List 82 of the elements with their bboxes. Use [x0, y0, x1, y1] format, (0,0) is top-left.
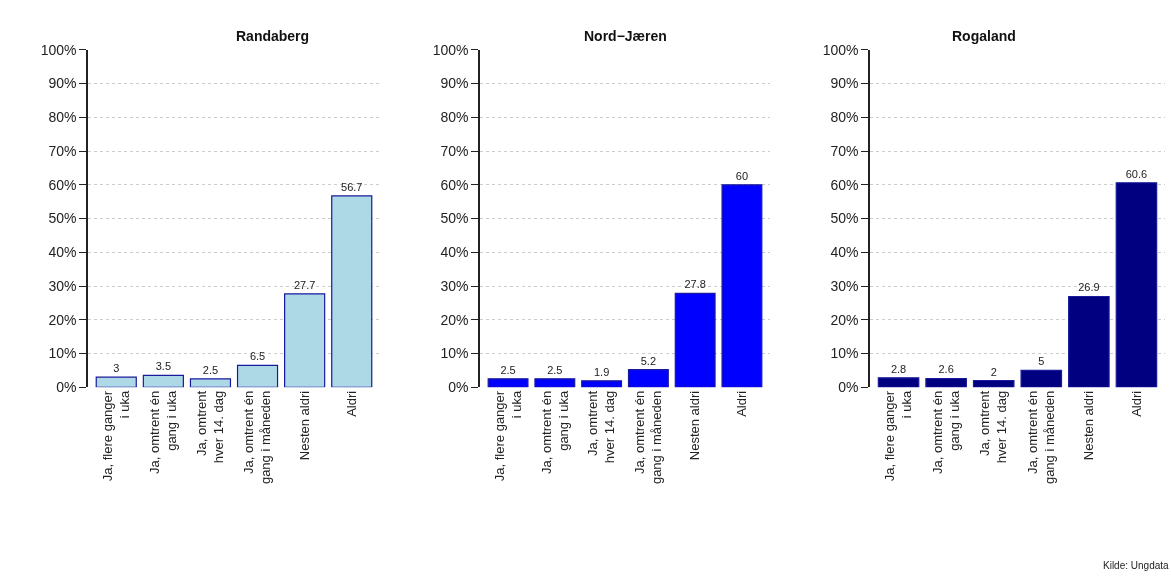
x-tick-label: Aldri	[734, 390, 750, 417]
y-tick-label: 10%	[48, 345, 77, 362]
bar	[721, 184, 763, 388]
y-tick-label: 100%	[822, 41, 859, 58]
bar	[1020, 369, 1063, 388]
y-tick-label: 0%	[56, 379, 77, 396]
data-label: 2.5	[500, 363, 516, 376]
y-tick-label: 10%	[440, 345, 469, 362]
x-tick-label: Aldri	[343, 390, 359, 417]
chart-title: Nord−Jæren	[584, 28, 667, 44]
y-tick-label: 20%	[440, 311, 469, 328]
y-tick-label: 60%	[48, 176, 77, 193]
y-tick-label: 60%	[440, 176, 469, 193]
y-tick-label: 0%	[838, 379, 859, 396]
bar	[1115, 182, 1158, 388]
data-label: 27.8	[684, 278, 706, 291]
y-tick-label: 70%	[48, 142, 77, 159]
chart-title: Rogaland	[952, 28, 1016, 44]
y-tick-label: 100%	[432, 41, 469, 58]
text: Kilde: Ungdata	[1103, 560, 1170, 571]
y-tick-label: 50%	[440, 210, 469, 227]
bar	[627, 369, 669, 388]
data-label: 6.5	[249, 350, 266, 363]
y-tick-label: 30%	[830, 277, 859, 294]
data-label: 56.7	[341, 180, 363, 193]
data-label: 5.2	[640, 354, 657, 367]
y-tick-label: 40%	[830, 244, 859, 261]
data-label: 60.6	[1125, 167, 1148, 180]
y-tick-label: 30%	[440, 277, 469, 294]
y-tick-label: 70%	[440, 142, 469, 159]
data-label: 2.6	[938, 363, 954, 376]
y-tick-label: 100%	[40, 41, 77, 58]
bar	[925, 377, 967, 388]
y-tick-label: 0%	[448, 379, 469, 396]
data-label: 1.9	[593, 365, 610, 378]
y-tick-label: 90%	[830, 75, 859, 92]
y-tick-label: 90%	[440, 75, 469, 92]
bar	[877, 377, 920, 388]
data-label: 2.8	[890, 362, 907, 375]
bar	[674, 292, 716, 388]
data-label: 27.7	[293, 278, 316, 291]
bar	[534, 378, 576, 388]
y-tick-label: 40%	[48, 244, 77, 261]
chart-title: Randaberg	[236, 28, 310, 44]
x-tick-label: Ja, flere ganger i uka	[491, 390, 524, 482]
y-tick-label: 50%	[830, 210, 859, 227]
data-label: 26.9	[1078, 281, 1100, 294]
bar	[487, 378, 529, 388]
data-label: 2.5	[547, 363, 563, 376]
y-tick-label: 80%	[440, 109, 469, 126]
data-label: 60	[735, 169, 749, 182]
bar	[972, 379, 1015, 388]
y-tick-label: 10%	[830, 345, 859, 362]
x-tick-label: Ja, flere ganger i uka	[100, 390, 132, 482]
y-tick-label: 30%	[48, 277, 77, 294]
x-tick-label: Nesten aldri	[296, 390, 312, 461]
data-label: 5	[1038, 355, 1045, 368]
y-tick-label: 90%	[48, 75, 77, 92]
data-label: 3.5	[155, 360, 171, 373]
x-tick-label: Ja, flere ganger i uka	[882, 390, 915, 482]
x-tick-label: Nesten aldri	[1081, 390, 1097, 461]
y-tick-label: 80%	[48, 109, 77, 126]
bar	[142, 374, 184, 388]
bar	[581, 380, 623, 388]
x-tick-label: Nesten aldri	[687, 390, 703, 461]
y-tick-label: 80%	[830, 109, 859, 126]
bar	[1068, 295, 1110, 388]
bar	[95, 376, 137, 388]
y-tick-label: 70%	[830, 142, 859, 159]
y-tick-label: 40%	[440, 244, 469, 261]
bar	[189, 378, 232, 388]
data-label: 3	[113, 362, 120, 375]
bar	[331, 195, 373, 388]
bar	[236, 364, 279, 388]
data-label: 2	[990, 365, 997, 378]
y-tick-label: 20%	[48, 311, 77, 328]
y-tick-label: 50%	[48, 210, 77, 227]
y-tick-label: 60%	[830, 176, 859, 193]
y-tick-label: 20%	[830, 311, 859, 328]
bar	[284, 293, 326, 388]
x-tick-label: Aldri	[1128, 390, 1144, 417]
data-label: 2.5	[202, 363, 219, 376]
